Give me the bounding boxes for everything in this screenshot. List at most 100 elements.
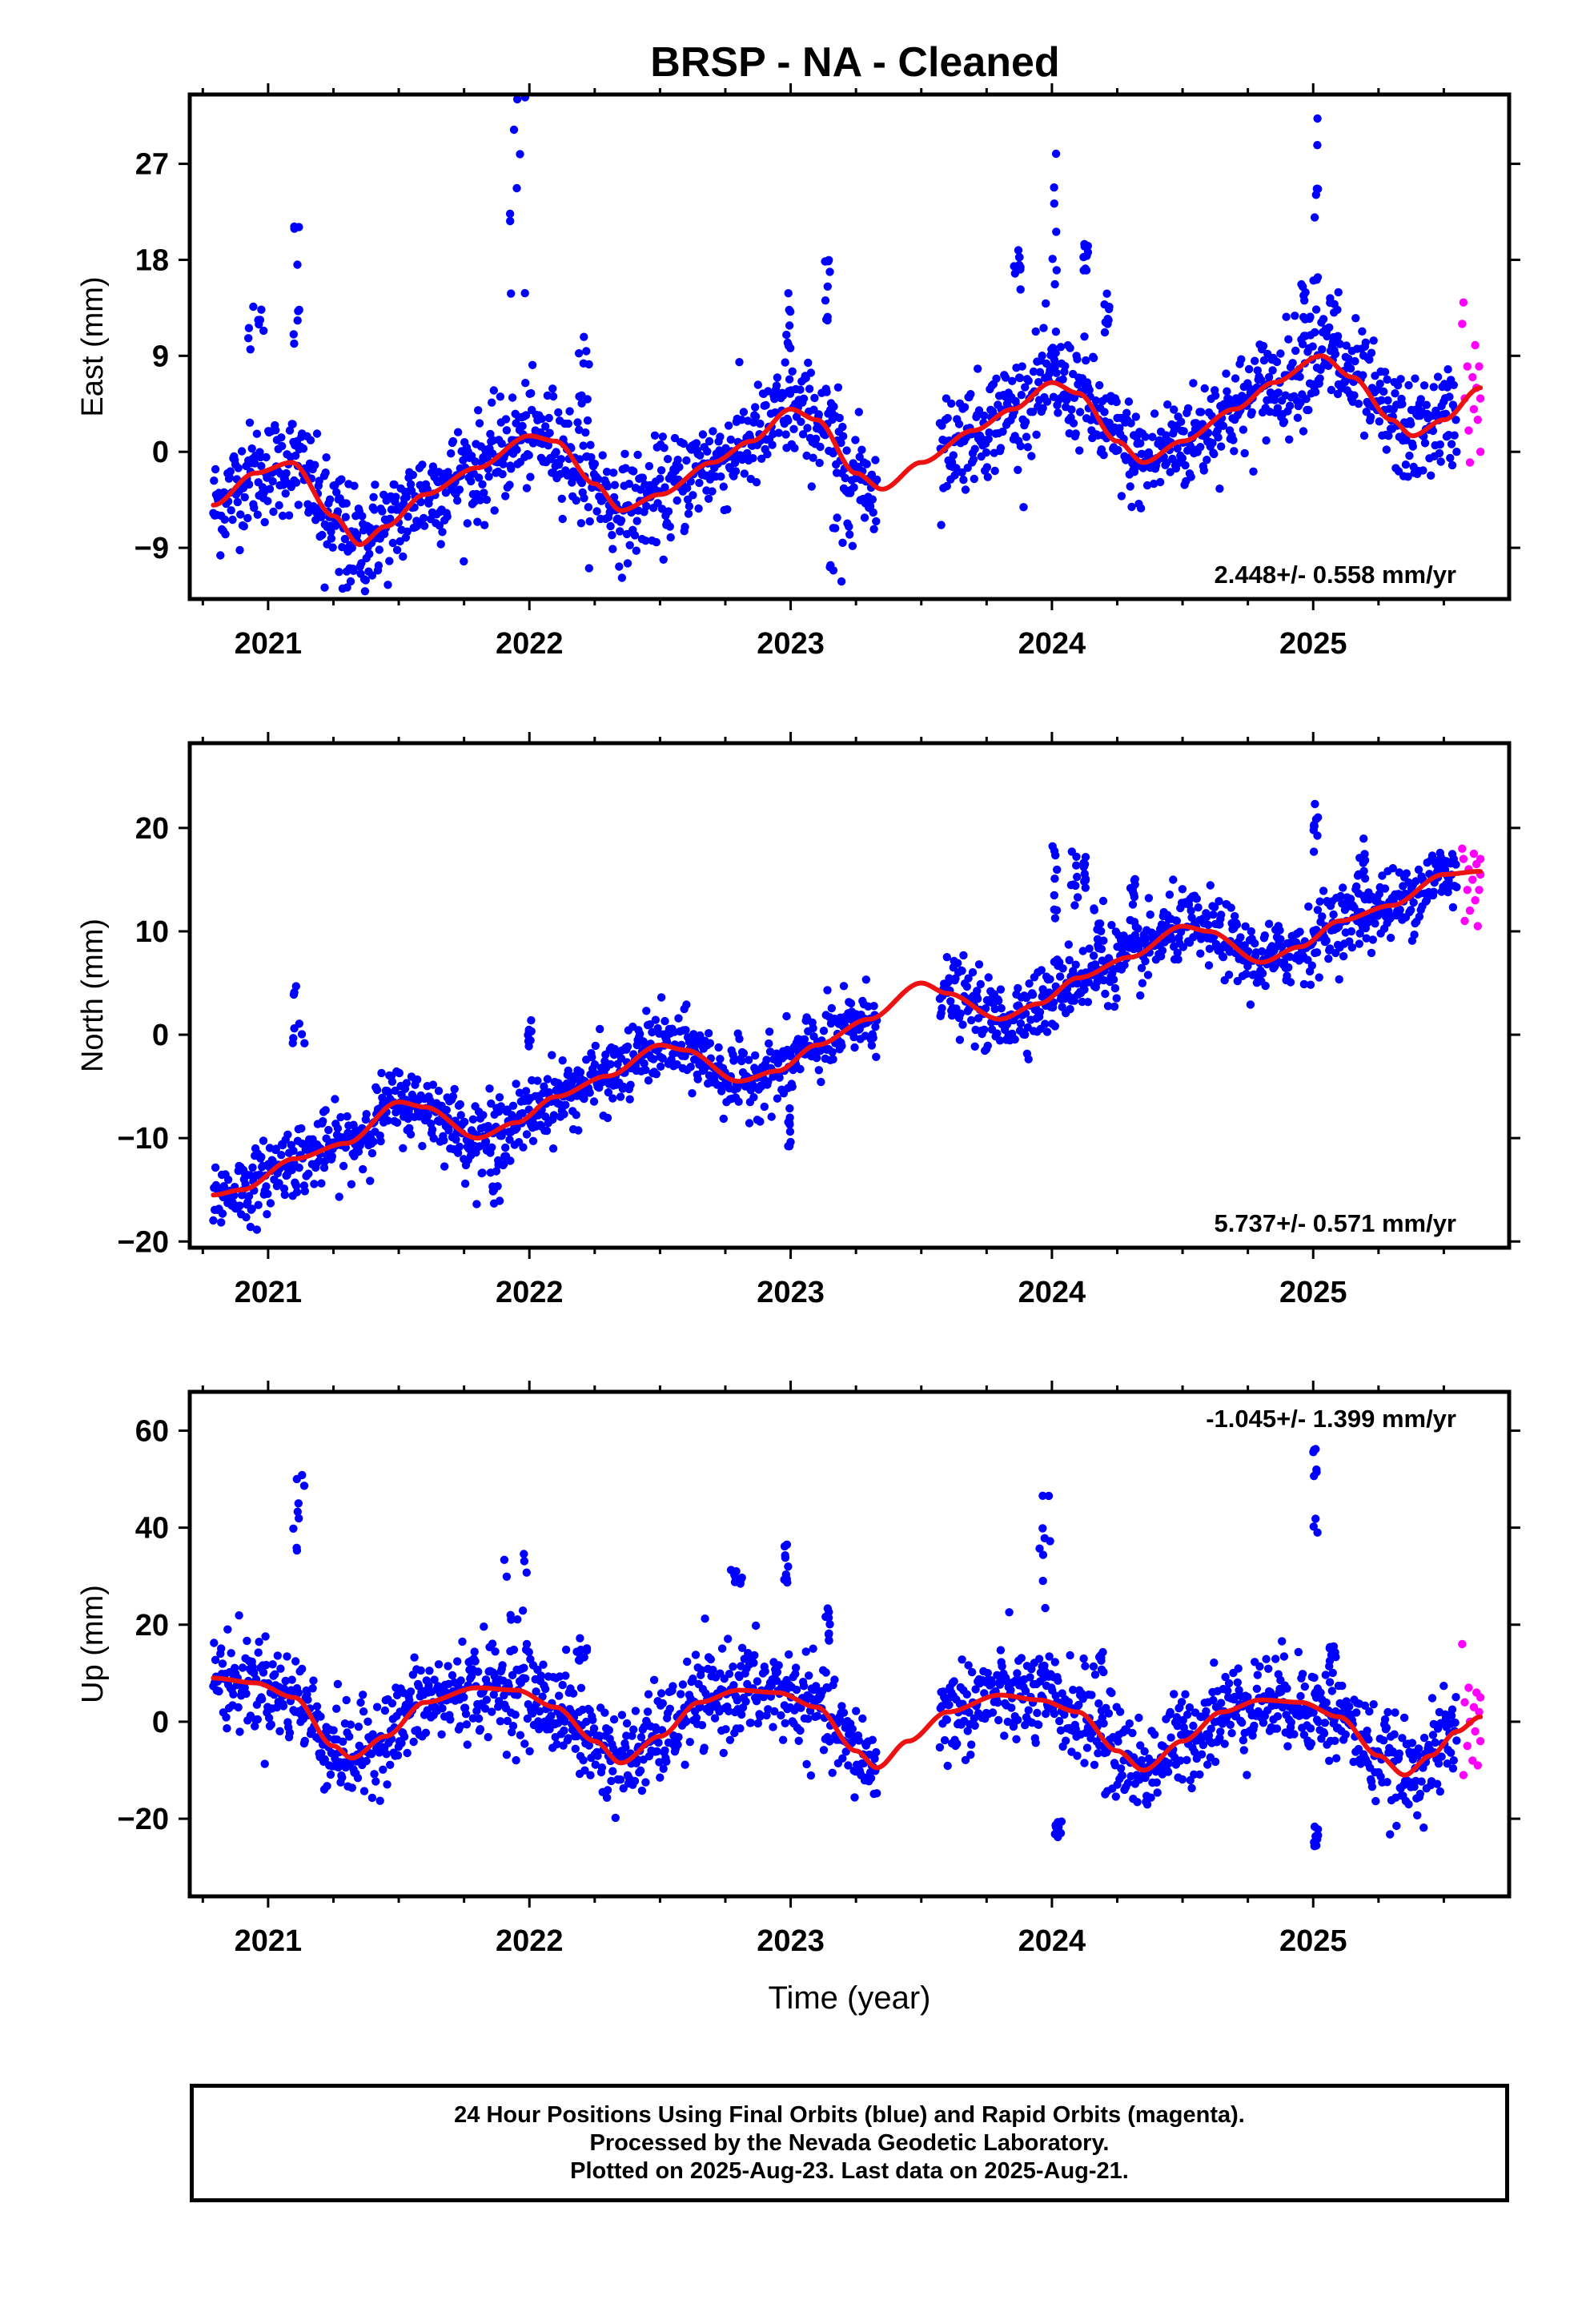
north-final-point: [1134, 924, 1142, 933]
east-final-point: [235, 545, 244, 555]
up-final-point: [717, 1644, 727, 1653]
east-final-point: [332, 488, 341, 497]
east-final-point: [1382, 445, 1391, 454]
east-final-point: [548, 384, 557, 393]
north-final-point: [850, 1043, 859, 1052]
up-final-point: [300, 1736, 309, 1746]
east-final-point: [682, 456, 691, 465]
north-final-point: [1107, 921, 1116, 930]
up-final-point: [792, 1685, 801, 1695]
north-rapid-point: [1469, 849, 1479, 858]
north-final-point: [1325, 944, 1335, 953]
north-final-point: [604, 1088, 613, 1097]
up-final-point: [383, 1780, 391, 1789]
up-final-point: [657, 1726, 667, 1735]
east-final-point: [558, 514, 567, 524]
north-final-point: [869, 1033, 877, 1043]
east-final-point: [1023, 443, 1033, 452]
north-final-point: [1037, 966, 1046, 975]
up-final-point: [258, 1695, 267, 1703]
east-final-point: [455, 485, 464, 494]
east-final-point: [498, 469, 507, 479]
east-final-point: [1325, 323, 1334, 332]
north-final-point: [384, 1088, 393, 1097]
east-final-point: [220, 515, 229, 524]
up-final-point: [806, 1771, 816, 1780]
up-final-point: [371, 1777, 380, 1786]
up-final-point: [764, 1705, 773, 1714]
east-final-point: [253, 510, 262, 519]
east-final-point: [1042, 359, 1051, 368]
north-final-point: [295, 1164, 303, 1172]
east-final-point: [1380, 368, 1390, 376]
east-final-point: [796, 385, 805, 394]
north-rapid-point: [1458, 844, 1467, 853]
east-final-point: [1384, 432, 1393, 440]
east-final-point: [970, 444, 979, 453]
east-final-point: [1199, 466, 1209, 475]
east-final-point: [1170, 405, 1178, 414]
east-final-point: [1016, 265, 1025, 274]
north-final-point: [1309, 847, 1319, 856]
north-final-point: [1080, 985, 1089, 995]
up-final-point: [1050, 1709, 1059, 1719]
north-final-point: [717, 1087, 726, 1096]
east-final-point: [658, 432, 667, 441]
up-final-point: [597, 1763, 607, 1772]
east-final-point: [505, 480, 514, 489]
east-final-point: [1311, 191, 1321, 199]
up-final-point: [607, 1776, 616, 1786]
up-final-point: [1003, 1717, 1013, 1727]
north-final-point: [527, 1027, 536, 1036]
up-final-point: [520, 1663, 528, 1672]
east-final-point: [1024, 376, 1033, 385]
up-final-point: [333, 1679, 343, 1689]
north-final-point: [1110, 1002, 1119, 1011]
east-final-point: [388, 538, 397, 548]
north-final-point: [871, 1023, 880, 1031]
east-final-point: [838, 422, 847, 432]
north-final-point: [292, 1188, 302, 1196]
up-final-point: [347, 1783, 356, 1792]
east-final-point: [564, 419, 572, 428]
east-final-point: [857, 445, 866, 454]
north-final-point: [519, 1143, 528, 1152]
up-final-point: [589, 1724, 599, 1733]
north-final-point: [762, 1055, 771, 1064]
north-final-point: [1028, 990, 1038, 999]
east-final-point: [408, 470, 417, 480]
north-final-point: [455, 1142, 464, 1152]
east-final-point: [784, 416, 793, 425]
up-final-point: [329, 1726, 338, 1735]
east-final-point: [798, 430, 808, 439]
north-final-point: [479, 1111, 488, 1120]
up-final-point: [474, 1667, 483, 1676]
north-final-point: [1204, 961, 1214, 970]
east-final-point: [499, 460, 508, 468]
east-final-point: [1331, 349, 1340, 359]
up-final-point: [1090, 1760, 1099, 1769]
north-final-point: [259, 1136, 268, 1145]
up-final-point: [870, 1754, 879, 1763]
up-final-point: [508, 1722, 518, 1731]
north-final-point: [596, 1024, 604, 1034]
east-final-point: [1223, 387, 1231, 396]
east-final-point: [512, 94, 522, 104]
up-final-point: [1045, 1652, 1054, 1661]
east-final-point: [825, 255, 833, 264]
east-final-point: [630, 531, 640, 540]
east-final-point: [335, 568, 343, 577]
up-final-point: [1034, 1720, 1043, 1729]
up-final-point: [1172, 1713, 1182, 1722]
north-final-point: [984, 973, 993, 982]
east-rapid-point: [1471, 340, 1480, 350]
east-final-point: [1284, 335, 1293, 344]
east-final-point: [1334, 287, 1343, 297]
north-final-point: [280, 1190, 289, 1200]
up-final-point: [516, 1731, 525, 1739]
east-final-point: [428, 462, 438, 471]
up-final-point: [963, 1727, 972, 1735]
up-final-point: [636, 1733, 646, 1742]
east-final-point: [992, 374, 1001, 383]
